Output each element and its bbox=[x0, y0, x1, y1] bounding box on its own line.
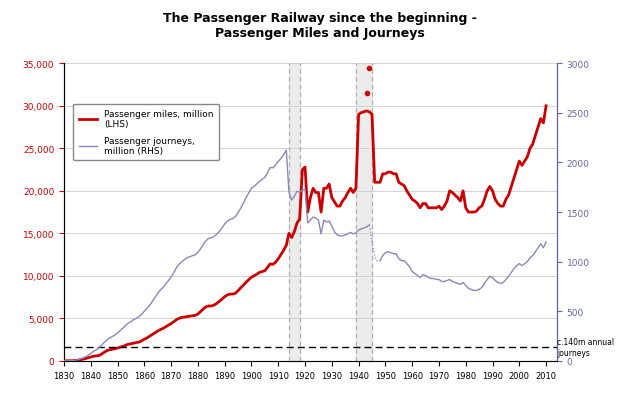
Text: c.140m annual
journeys: c.140m annual journeys bbox=[557, 337, 614, 357]
Text: The Passenger Railway since the beginning -
Passenger Miles and Journeys: The Passenger Railway since the beginnin… bbox=[163, 12, 477, 40]
Bar bbox=[289, 64, 300, 361]
Bar bbox=[356, 64, 372, 361]
Legend: Passenger miles, million
(LHS), Passenger journeys,
million (RHS): Passenger miles, million (LHS), Passenge… bbox=[74, 104, 219, 161]
